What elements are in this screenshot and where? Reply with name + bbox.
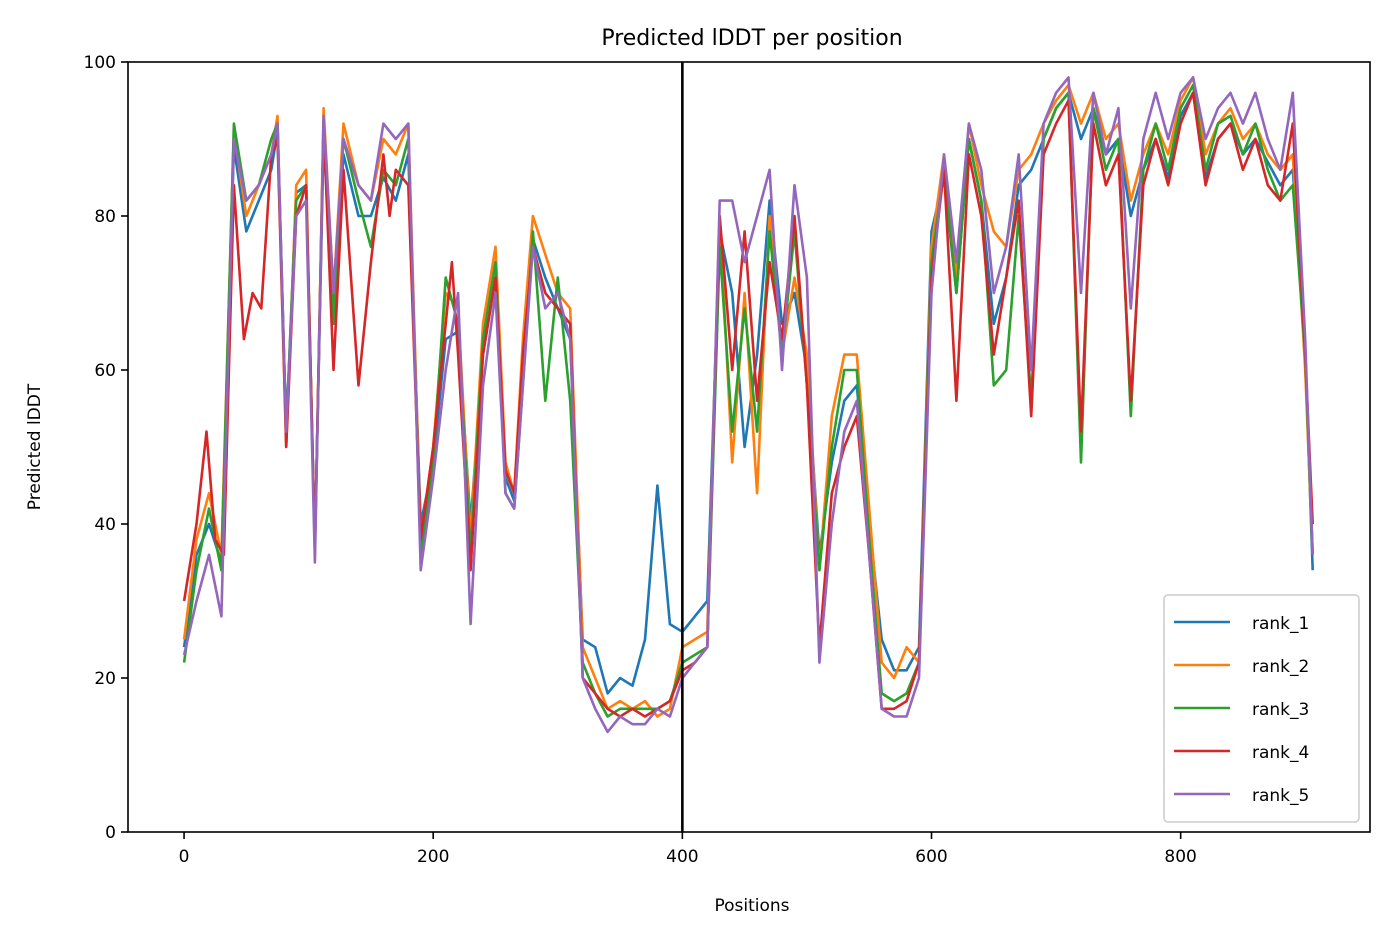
legend: rank_1 rank_2 rank_3 rank_4 rank_5 [1163,594,1360,823]
x-tick-label: 0 [179,847,190,867]
x-tick-label: 400 [666,847,698,867]
legend-label: rank_2 [1252,657,1309,677]
series-lines [182,76,1314,734]
x-tick-label: 800 [1164,847,1196,867]
y-tick-label: 80 [94,207,116,227]
y-tick-label: 20 [94,669,116,689]
series-line-rank_2 [182,76,1314,718]
axis-ticks: 0 200 400 600 800 0 20 40 60 80 100 [84,53,1197,867]
legend-label: rank_3 [1252,700,1309,720]
x-axis-label: Positions [714,896,789,916]
series-line-rank_4 [182,91,1314,718]
axes-frame [127,61,1371,833]
plot-area [127,61,1371,833]
legend-label: rank_1 [1252,614,1309,634]
x-tick-label: 600 [915,847,947,867]
series-line-rank_5 [182,76,1314,734]
y-axis-label: Predicted lDDT [25,383,45,510]
legend-box [1163,594,1360,823]
y-tick-label: 40 [94,515,116,535]
chart-title: Predicted lDDT per position [601,26,902,51]
y-tick-label: 100 [84,53,116,73]
x-tick-label: 200 [417,847,449,867]
y-tick-label: 60 [94,361,116,381]
legend-label: rank_5 [1252,786,1309,806]
y-tick-label: 0 [105,823,116,843]
legend-label: rank_4 [1252,743,1309,763]
